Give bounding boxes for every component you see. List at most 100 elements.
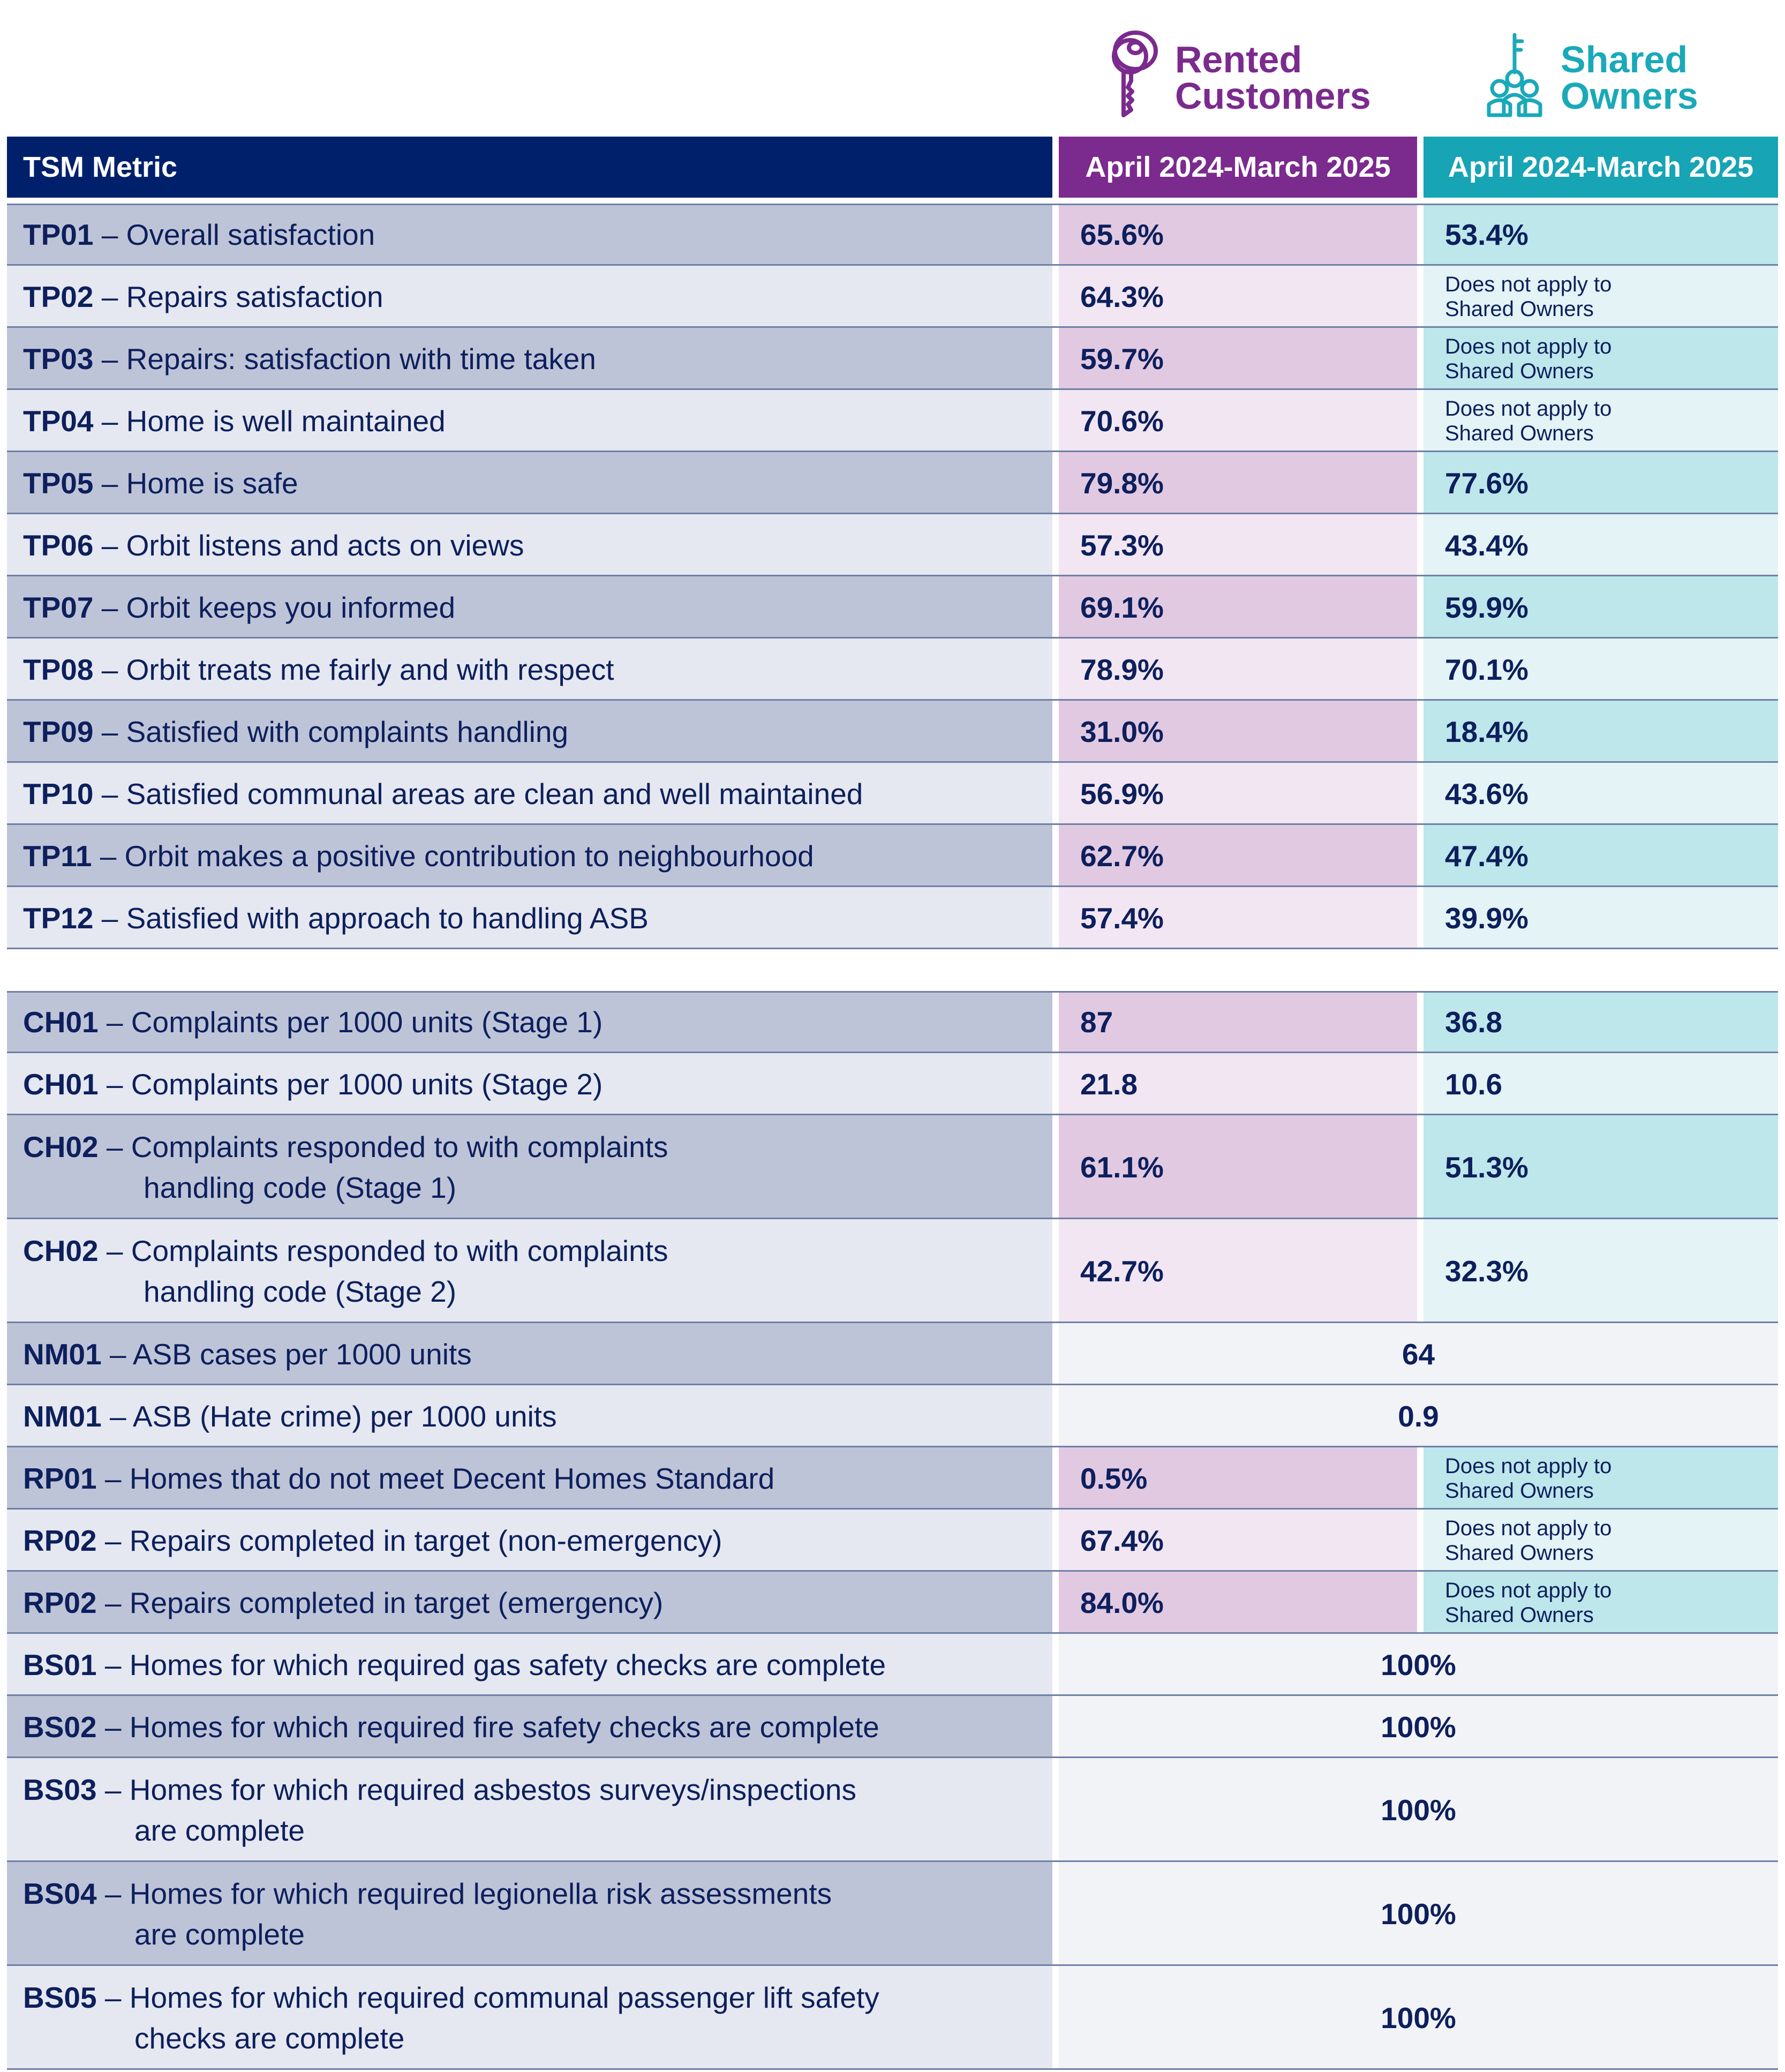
metric-cell: RP02 – Repairs completed in target (emer… <box>7 1572 1052 1634</box>
table-row: BS02 – Homes for which required fire saf… <box>7 1696 1778 1758</box>
metric-label: Repairs completed in target (emergency) <box>129 1586 664 1619</box>
rented-value-cell: 79.8% <box>1059 452 1417 514</box>
table-row: BS04 – Homes for which required legionel… <box>7 1862 1778 1966</box>
metric-text: TP09 – Satisfied with complaints handlin… <box>23 715 568 749</box>
table-row: TP01 – Overall satisfaction 65.6% 53.4% <box>7 204 1778 266</box>
metric-dash: – <box>93 902 126 935</box>
metric-cell: CH02 – Complaints responded to with comp… <box>7 1219 1052 1323</box>
key-people-icon <box>1487 33 1542 117</box>
metric-code: CH01 <box>23 1005 99 1039</box>
table-row: TP08 – Orbit treats me fairly and with r… <box>7 639 1778 701</box>
na-line2: Shared Owners <box>1445 1479 1594 1503</box>
metric-cell: BS03 – Homes for which required asbestos… <box>7 1758 1052 1862</box>
metric-cell: TP02 – Repairs satisfaction <box>7 266 1052 328</box>
metric-line2: are complete <box>134 1814 305 1847</box>
metric-text: RP02 – Repairs completed in target (emer… <box>23 1586 663 1620</box>
rented-value-cell: 57.4% <box>1059 887 1417 949</box>
metric-text: TP08 – Orbit treats me fairly and with r… <box>23 652 614 687</box>
metric-label: Satisfied with approach to handling ASB <box>126 902 649 935</box>
metric-label: Homes for which required gas safety chec… <box>129 1648 886 1681</box>
shared-value-cell: Does not apply to Shared Owners <box>1424 1510 1778 1572</box>
row-divider <box>7 1446 1778 1447</box>
metric-dash: – <box>96 1586 130 1619</box>
metric-cell: CH01 – Complaints per 1000 units (Stage … <box>7 1053 1052 1115</box>
rented-value-cell: 84.0% <box>1059 1572 1417 1634</box>
metric-line1: CH02 – Complaints responded to with comp… <box>23 1127 668 1167</box>
metric-cell: BS04 – Homes for which required legionel… <box>7 1862 1052 1966</box>
metric-code: TP06 <box>23 529 94 562</box>
metric-line2: checks are complete <box>134 2022 405 2055</box>
metric-cell: TP09 – Satisfied with complaints handlin… <box>7 701 1052 763</box>
row-divider <box>7 264 1778 266</box>
table-row: TP09 – Satisfied with complaints handlin… <box>7 701 1778 763</box>
metric-code: NM01 <box>23 1400 102 1433</box>
metric-cell: NM01 – ASB cases per 1000 units <box>7 1323 1052 1385</box>
metric-text: BS01 – Homes for which required gas safe… <box>23 1648 886 1682</box>
metric-cell: TP01 – Overall satisfaction <box>7 204 1052 266</box>
row-divider <box>7 948 1778 949</box>
rented-logo-line1: Rented <box>1175 39 1302 80</box>
metric-text: NM01 – ASB cases per 1000 units <box>23 1337 472 1371</box>
metric-code: BS05 <box>23 1981 97 2014</box>
table-row: TP05 – Home is safe 79.8% 77.6% <box>7 452 1778 514</box>
table-row: RP02 – Repairs completed in target (non-… <box>7 1510 1778 1572</box>
metric-dash: – <box>93 591 126 624</box>
shared-owners-label: Shared Owners <box>1561 41 1698 117</box>
row-divider <box>7 2068 1778 2070</box>
rented-value-cell: 67.4% <box>1059 1510 1417 1572</box>
combined-value-cell: 0.9 <box>1059 1385 1778 1447</box>
metric-cell: RP02 – Repairs completed in target (non-… <box>7 1510 1052 1572</box>
metric-text: CH02 – Complaints responded to with comp… <box>23 1230 668 1312</box>
row-divider <box>7 699 1778 701</box>
metric-text: TP10 – Satisfied communal areas are clea… <box>23 777 863 811</box>
metric-text: TP02 – Repairs satisfaction <box>23 280 383 314</box>
metric-code: TP11 <box>23 839 92 873</box>
shared-logo-line2: Owners <box>1561 75 1698 117</box>
rented-value-cell: 62.7% <box>1059 825 1417 887</box>
metric-code: TP09 <box>23 715 94 748</box>
metric-dash: – <box>98 1068 131 1101</box>
rented-logo-line2: Customers <box>1175 75 1371 117</box>
row-divider <box>7 513 1778 514</box>
rented-value-cell: 0.5% <box>1059 1447 1417 1510</box>
metric-cell: CH01 – Complaints per 1000 units (Stage … <box>7 991 1052 1053</box>
rented-customers-label: Rented Customers <box>1175 39 1371 117</box>
metric-code: TP12 <box>23 902 94 935</box>
table-row: RP02 – Repairs completed in target (emer… <box>7 1572 1778 1634</box>
metric-dash: – <box>98 1234 131 1267</box>
metric-label: Homes for which required asbestos survey… <box>129 1773 857 1806</box>
not-applicable-note: Does not apply to Shared Owners <box>1445 1454 1611 1503</box>
metric-text: TP07 – Orbit keeps you informed <box>23 590 455 625</box>
metric-dash: – <box>96 1877 130 1910</box>
metric-cell: TP06 – Orbit listens and acts on views <box>7 514 1052 576</box>
metric-code: CH01 <box>23 1068 99 1101</box>
row-divider <box>7 1632 1778 1634</box>
rented-value-cell: 61.1% <box>1059 1115 1417 1219</box>
metric-code: TP07 <box>23 591 94 624</box>
shared-value-cell: Does not apply to Shared Owners <box>1424 390 1778 452</box>
metric-cell: NM01 – ASB (Hate crime) per 1000 units <box>7 1385 1052 1447</box>
row-divider <box>7 1508 1778 1510</box>
table-row: BS01 – Homes for which required gas safe… <box>7 1634 1778 1696</box>
metric-dash: – <box>98 1130 131 1163</box>
combined-value-cell: 100% <box>1059 1966 1778 2070</box>
row-divider <box>7 1052 1778 1053</box>
metric-line2: are complete <box>134 1918 305 1951</box>
metric-label: Repairs satisfaction <box>126 280 383 313</box>
metric-line1: BS04 – Homes for which required legionel… <box>23 1873 832 1914</box>
rented-value-cell: 78.9% <box>1059 639 1417 701</box>
metric-dash: – <box>93 467 126 500</box>
shared-value-cell: 43.6% <box>1424 763 1778 825</box>
metric-label: Complaints per 1000 units (Stage 2) <box>131 1068 603 1101</box>
metric-dash: – <box>96 1524 130 1557</box>
tsm-metric-header: TSM Metric <box>7 137 1052 198</box>
metric-text: TP01 – Overall satisfaction <box>23 217 375 252</box>
shared-value-cell: Does not apply to Shared Owners <box>1424 266 1778 328</box>
rented-value-cell: 87 <box>1059 991 1417 1053</box>
row-divider <box>7 1218 1778 1219</box>
metric-text: TP12 – Satisfied with approach to handli… <box>23 901 649 935</box>
row-divider <box>7 575 1778 576</box>
metric-text: TP04 – Home is well maintained <box>23 404 446 438</box>
shared-value-cell: 53.4% <box>1424 204 1778 266</box>
metric-code: TP03 <box>23 342 94 376</box>
